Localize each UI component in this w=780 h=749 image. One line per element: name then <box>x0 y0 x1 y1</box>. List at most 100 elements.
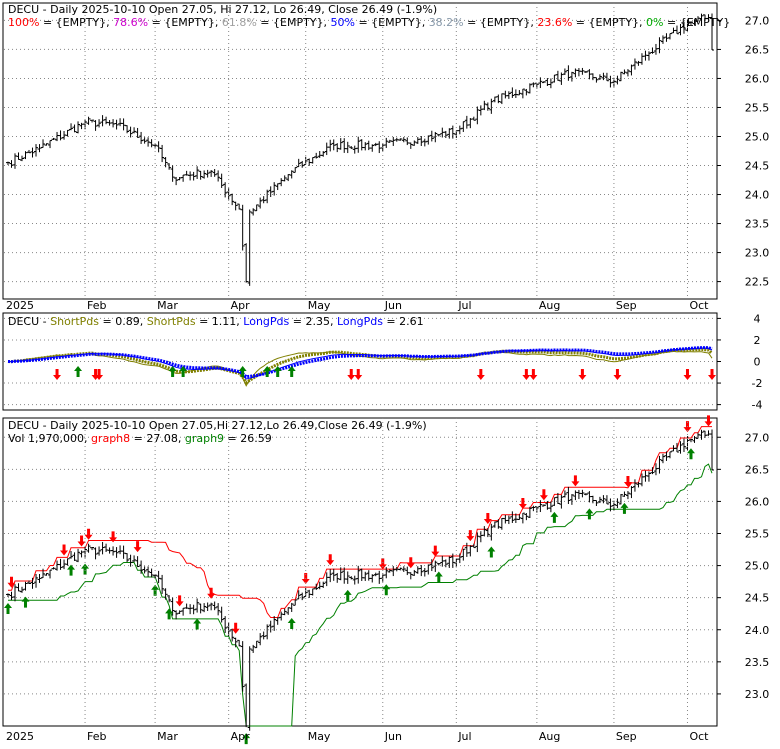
legend-text: = {EMPTY}, <box>355 16 429 29</box>
sell-signal-arrow <box>708 369 716 380</box>
legend-text: = {EMPTY}, <box>257 16 331 29</box>
legend-text: = 27.08, <box>130 432 185 445</box>
y-tick-label: -4 <box>752 399 763 412</box>
x-tick-label: Oct <box>689 730 709 743</box>
sell-signal-arrow <box>476 369 485 380</box>
y-tick-label: 0 <box>754 356 761 369</box>
sell-signal-arrow <box>53 369 62 380</box>
legend-text: = 2.61 <box>383 315 424 328</box>
legend-text: graph9 <box>185 432 224 445</box>
indicator-panel: 4 2 0 -2 -4 DECU - ShortPds = 0.89, ShortPds… <box>2 312 763 412</box>
indicator-panel-y-axis: 4 2 0 -2 -4 <box>717 312 763 412</box>
graph8-stop-line <box>8 426 712 618</box>
legend-text: 100% <box>8 16 39 29</box>
x-tick-label: Sep <box>616 730 637 743</box>
legend-text: = {EMPTY}, <box>39 16 113 29</box>
buy-signal-arrow <box>434 571 443 583</box>
x-tick-label: Jun <box>384 299 402 312</box>
legend-text: 78.6% <box>113 16 148 29</box>
y-tick-label: 23.0 <box>745 688 770 701</box>
indicator-panel-grid <box>4 317 716 406</box>
buy-signal-arrow <box>67 564 76 576</box>
legend-text: = {EMPTY}, <box>572 16 646 29</box>
sell-signal-arrow <box>7 576 16 588</box>
y-tick-label: 2 <box>754 334 761 347</box>
buy-signal-arrow <box>74 366 83 377</box>
sell-signal-arrow <box>623 476 632 488</box>
legend-text: 38.2% <box>429 16 464 29</box>
legend-text: Vol <box>8 432 24 445</box>
sell-signal-arrow <box>483 512 492 524</box>
legend-text: 50% <box>331 16 355 29</box>
price-panel-y-axis: 22.5 23.0 23.5 24.0 24.5 25.0 25.5 26.0 26.5 27.0 <box>717 14 770 289</box>
legend-text: DECU - <box>8 315 50 328</box>
sell-signal-arrow <box>207 587 216 599</box>
y-tick-label: 24.5 <box>745 592 770 605</box>
legend-text: = {EMPTY}, <box>148 16 222 29</box>
price-panel-x-axis: 2025 Feb Mar Apr May Jun Jul Aug Sep Oct <box>6 3 709 312</box>
legend-text: LongPds <box>337 315 383 328</box>
legend-text: 1,970,000, <box>24 432 90 445</box>
legend-text: = {EMPTY} <box>663 16 730 29</box>
y-tick-label: 26.5 <box>745 43 770 56</box>
x-tick-label: Mar <box>157 730 178 743</box>
x-tick-label: Aug <box>539 299 560 312</box>
y-tick-label: 4 <box>754 312 761 325</box>
stops-panel-frame <box>2 417 718 727</box>
price-panel-frame <box>2 2 718 300</box>
y-tick-label: 25.5 <box>745 528 770 541</box>
y-tick-label: 23.0 <box>745 247 770 260</box>
buy-signal-arrow <box>487 546 496 558</box>
sell-signal-arrow <box>431 545 440 557</box>
buy-signal-arrow <box>242 733 251 745</box>
indicator-panel-signals <box>53 366 716 380</box>
stops-panel: 23.0 23.5 24.0 24.5 25.0 25.5 26.0 26.5 27.0 202… <box>2 415 769 745</box>
x-tick-label: Oct <box>689 299 709 312</box>
x-tick-label: Jul <box>457 299 471 312</box>
y-tick-label: 27.0 <box>745 14 770 27</box>
sell-signal-arrow <box>231 622 240 634</box>
legend-text: = 2.35, <box>289 315 337 328</box>
longpds-line-2 <box>7 346 713 379</box>
buy-signal-arrow <box>238 366 247 377</box>
x-tick-label: Feb <box>87 730 106 743</box>
sell-signal-arrow <box>406 557 415 569</box>
indicator-panel-lines <box>7 346 714 387</box>
legend-text: = 26.59 <box>224 432 272 445</box>
y-tick-label: 22.5 <box>745 276 770 289</box>
sell-signal-arrow <box>95 369 104 380</box>
price-panel-bars <box>6 13 714 286</box>
buy-signal-arrow <box>287 617 296 629</box>
x-tick-label: Jul <box>457 730 471 743</box>
y-tick-label: 23.5 <box>745 218 770 231</box>
stops-panel-x-axis: 2025 Feb Mar Apr May Jun Jul Aug Sep Oct <box>6 418 709 743</box>
sell-signal-arrow <box>466 530 475 542</box>
legend-text: ShortPds <box>147 315 196 328</box>
stops-panel-grid <box>4 436 716 695</box>
stops-panel-title: DECU - Daily 2025-10-10 Open 27.05,Hi 27… <box>8 419 427 432</box>
sell-signal-arrow <box>571 475 580 487</box>
y-tick-label: 25.0 <box>745 130 770 143</box>
x-tick-label: Sep <box>616 299 637 312</box>
y-tick-label: 24.5 <box>745 160 770 173</box>
stops-panel-signals <box>4 415 713 745</box>
sell-signal-arrow <box>683 369 692 380</box>
legend-text: LongPds <box>243 315 289 328</box>
sell-signal-arrow <box>133 541 142 553</box>
legend-text: = 0.89, <box>99 315 147 328</box>
stops-panel-y-axis: 23.0 23.5 24.0 24.5 25.0 25.5 26.0 26.5 27.0 <box>717 431 769 701</box>
buy-signal-arrow <box>287 366 296 377</box>
x-tick-label: 2025 <box>6 299 34 312</box>
buy-signal-arrow <box>81 563 90 575</box>
sell-signal-arrow <box>378 558 387 570</box>
buy-signal-arrow <box>179 366 188 377</box>
sell-signal-arrow <box>354 369 363 380</box>
graph9-stop-line <box>8 463 713 727</box>
y-tick-label: 26.5 <box>745 463 770 476</box>
sell-signal-arrow <box>704 415 713 427</box>
buy-signal-arrow <box>273 366 282 377</box>
x-tick-label: Mar <box>157 299 178 312</box>
